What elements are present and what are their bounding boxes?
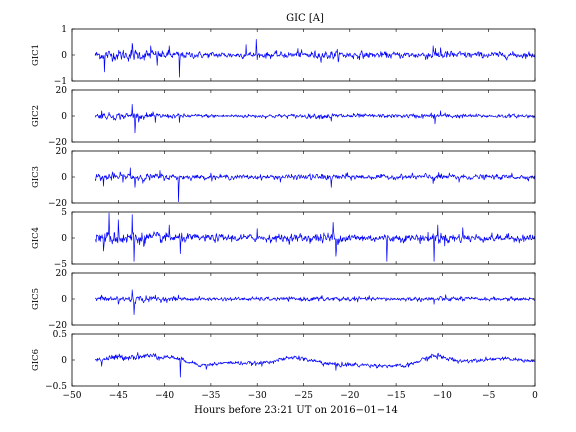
x-tick-label: 0 bbox=[532, 391, 538, 401]
x-tick-label: −50 bbox=[63, 391, 82, 401]
y-tick-label: 0 bbox=[61, 51, 67, 61]
series-line-gic5 bbox=[94, 289, 536, 315]
series-line-gic6 bbox=[94, 352, 536, 378]
y-tick-label: −0.5 bbox=[45, 382, 67, 392]
y-tick-label: −1 bbox=[54, 77, 67, 87]
panel-3: 20 0 −20 GIC3 bbox=[31, 147, 536, 209]
y-axis-label: GIC3 bbox=[31, 166, 41, 188]
panels-group: 1 0 −1 GIC1 20 0 −20 GIC2 20 0 −20 GIC3 5 0 −5 GIC4 20 0 −… bbox=[31, 25, 536, 392]
y-tick-label: 20 bbox=[56, 147, 68, 157]
series-line-gic1 bbox=[94, 39, 536, 78]
y-tick-label: 5 bbox=[61, 208, 67, 218]
y-tick-label: 0 bbox=[61, 234, 67, 244]
series-line-gic3 bbox=[94, 167, 536, 203]
x-tick-label: −15 bbox=[387, 391, 406, 401]
y-tick-label: −5 bbox=[54, 260, 68, 270]
y-tick-label: 0.5 bbox=[53, 330, 68, 340]
x-axis-ticks: −50 −45 −40 −35 −30 −25 −20 −15 −10 −5 0 bbox=[63, 391, 539, 401]
panel-5: 20 0 −20 GIC5 bbox=[31, 269, 536, 331]
panel-frame bbox=[71, 89, 536, 143]
panel-6: 0.5 0 −0.5 GIC6 bbox=[31, 330, 536, 392]
x-tick-label: −35 bbox=[201, 391, 220, 401]
panel-1: 1 0 −1 GIC1 bbox=[31, 25, 536, 87]
y-tick-label: 20 bbox=[56, 269, 68, 279]
x-tick-label: −25 bbox=[294, 391, 313, 401]
y-tick-label: 0 bbox=[61, 356, 67, 366]
x-tick-label: −5 bbox=[482, 391, 496, 401]
y-tick-label: 0 bbox=[61, 173, 67, 183]
y-tick-label: 20 bbox=[56, 86, 68, 96]
y-tick-label: 0 bbox=[61, 295, 67, 305]
panel-2: 20 0 −20 GIC2 bbox=[31, 86, 536, 148]
x-tick-label: −40 bbox=[155, 391, 174, 401]
figure-title: GIC [A] bbox=[286, 13, 324, 24]
x-tick-label: −20 bbox=[340, 391, 359, 401]
y-axis-label: GIC1 bbox=[31, 44, 41, 66]
y-tick-label: 1 bbox=[61, 25, 67, 35]
panel-4: 5 0 −5 GIC4 bbox=[31, 208, 536, 270]
y-axis-label: GIC6 bbox=[31, 349, 41, 371]
y-axis-label: GIC4 bbox=[31, 227, 41, 249]
y-tick-label: −20 bbox=[48, 199, 67, 209]
x-tick-label: −30 bbox=[248, 391, 267, 401]
y-tick-label: −20 bbox=[48, 138, 67, 148]
x-tick-label: −45 bbox=[109, 391, 128, 401]
series-line-gic4 bbox=[95, 212, 536, 262]
series-line-gic2 bbox=[94, 103, 536, 134]
y-axis-label: GIC2 bbox=[31, 105, 41, 127]
y-tick-label: 0 bbox=[61, 112, 67, 122]
y-axis-label: GIC5 bbox=[31, 288, 41, 310]
y-tick-label: −20 bbox=[48, 321, 67, 331]
x-tick-label: −10 bbox=[433, 391, 452, 401]
x-axis-label: Hours before 23:21 UT on 2016−01−14 bbox=[194, 405, 398, 416]
